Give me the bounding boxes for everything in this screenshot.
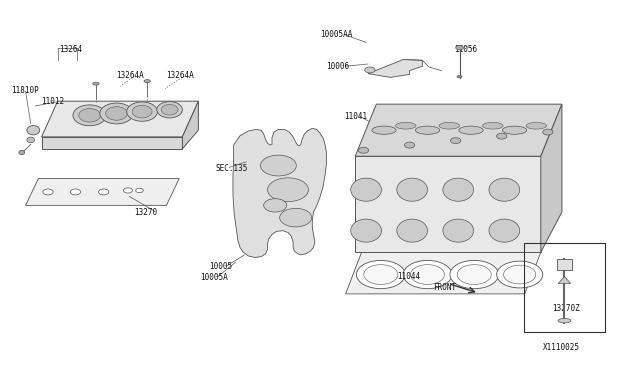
- Ellipse shape: [27, 137, 35, 142]
- Ellipse shape: [489, 219, 520, 242]
- Circle shape: [356, 260, 405, 289]
- Text: 11056: 11056: [454, 45, 477, 54]
- Circle shape: [450, 260, 499, 289]
- Text: 10005A: 10005A: [200, 273, 227, 282]
- Text: X1110025: X1110025: [543, 343, 580, 352]
- Bar: [524, 243, 605, 332]
- Text: 11012: 11012: [42, 97, 65, 106]
- Ellipse shape: [397, 178, 428, 201]
- Circle shape: [451, 138, 461, 144]
- Circle shape: [43, 189, 53, 195]
- Circle shape: [543, 129, 553, 135]
- Circle shape: [70, 189, 81, 195]
- Circle shape: [365, 67, 375, 73]
- Text: 11810P: 11810P: [12, 86, 39, 95]
- Ellipse shape: [157, 102, 182, 118]
- Ellipse shape: [459, 126, 483, 134]
- Ellipse shape: [443, 178, 474, 201]
- Ellipse shape: [27, 125, 40, 135]
- Text: 13264: 13264: [59, 45, 82, 54]
- Ellipse shape: [100, 103, 133, 124]
- Circle shape: [99, 189, 109, 195]
- Circle shape: [136, 188, 143, 193]
- Text: 10005: 10005: [209, 262, 232, 271]
- Ellipse shape: [351, 219, 381, 242]
- Circle shape: [124, 188, 132, 193]
- Polygon shape: [355, 104, 562, 156]
- Ellipse shape: [19, 150, 25, 155]
- Ellipse shape: [79, 109, 100, 122]
- Ellipse shape: [127, 102, 157, 121]
- Ellipse shape: [73, 105, 106, 126]
- Ellipse shape: [439, 122, 460, 129]
- Ellipse shape: [526, 122, 547, 129]
- Text: SEC.135: SEC.135: [215, 164, 248, 173]
- Circle shape: [403, 260, 452, 289]
- Ellipse shape: [457, 76, 462, 78]
- Ellipse shape: [558, 318, 571, 323]
- Ellipse shape: [483, 122, 503, 129]
- Circle shape: [457, 264, 492, 285]
- Polygon shape: [233, 128, 326, 257]
- Text: 11041: 11041: [344, 112, 367, 121]
- Polygon shape: [355, 156, 541, 252]
- Ellipse shape: [93, 82, 99, 85]
- Circle shape: [497, 133, 507, 139]
- Ellipse shape: [144, 80, 150, 83]
- Bar: [557, 259, 572, 270]
- Circle shape: [497, 261, 543, 288]
- Polygon shape: [346, 252, 541, 294]
- Ellipse shape: [106, 107, 127, 120]
- Ellipse shape: [161, 105, 178, 115]
- Circle shape: [410, 264, 445, 285]
- Circle shape: [456, 45, 463, 50]
- Text: 13264A: 13264A: [116, 71, 144, 80]
- Polygon shape: [42, 101, 198, 137]
- Text: 13264A: 13264A: [166, 71, 194, 80]
- Text: 13270Z: 13270Z: [552, 304, 580, 313]
- Circle shape: [260, 155, 296, 176]
- Ellipse shape: [502, 126, 527, 134]
- Circle shape: [268, 178, 308, 202]
- Text: 10005AA: 10005AA: [320, 31, 353, 39]
- Circle shape: [264, 199, 287, 212]
- Ellipse shape: [351, 178, 381, 201]
- Ellipse shape: [132, 105, 152, 118]
- Text: FRONT: FRONT: [433, 283, 456, 292]
- Ellipse shape: [397, 219, 428, 242]
- Circle shape: [358, 147, 369, 153]
- Ellipse shape: [415, 126, 440, 134]
- Ellipse shape: [489, 178, 520, 201]
- Text: 11044: 11044: [397, 272, 420, 281]
- Polygon shape: [42, 137, 182, 149]
- Circle shape: [504, 265, 536, 284]
- Ellipse shape: [396, 122, 416, 129]
- Circle shape: [364, 264, 398, 285]
- Polygon shape: [368, 60, 422, 77]
- Text: 13270: 13270: [134, 208, 157, 217]
- Polygon shape: [182, 101, 198, 149]
- Circle shape: [280, 208, 312, 227]
- Ellipse shape: [443, 219, 474, 242]
- Text: 10006: 10006: [326, 62, 349, 71]
- Circle shape: [404, 142, 415, 148]
- Ellipse shape: [372, 126, 396, 134]
- Polygon shape: [26, 179, 179, 205]
- Polygon shape: [558, 277, 571, 283]
- Polygon shape: [541, 104, 562, 252]
